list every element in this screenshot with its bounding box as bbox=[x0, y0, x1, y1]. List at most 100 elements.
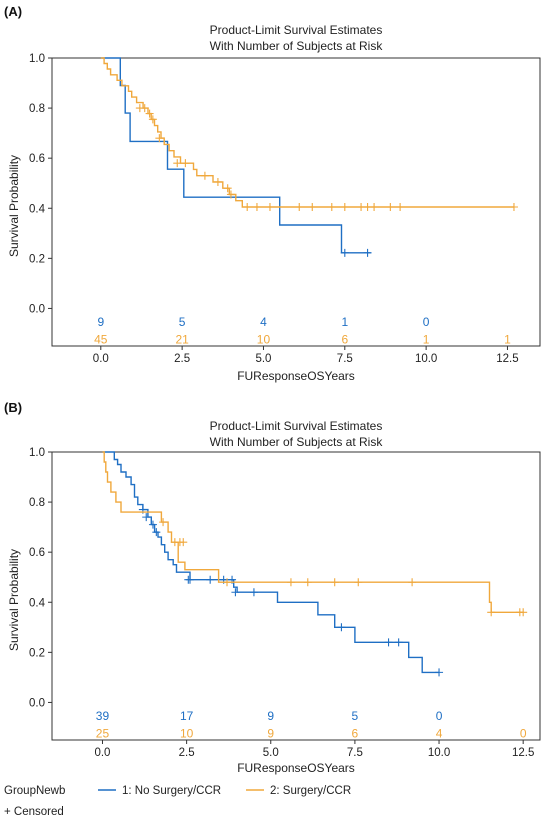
censor-mark bbox=[140, 104, 149, 113]
x-tick-label: 0.0 bbox=[93, 353, 109, 365]
at-risk-count: 9 bbox=[97, 315, 104, 329]
x-tick-label: 5.0 bbox=[255, 353, 271, 365]
censor-mark bbox=[386, 203, 395, 212]
y-tick-label: 0.6 bbox=[29, 547, 45, 559]
censor-mark bbox=[142, 513, 151, 522]
survival-curve-2 bbox=[102, 451, 524, 613]
at-risk-count: 39 bbox=[96, 709, 110, 723]
censor-mark bbox=[519, 608, 528, 617]
at-risk-count: 25 bbox=[96, 727, 110, 741]
y-tick-label: 0.2 bbox=[29, 647, 45, 659]
at-risk-count: 0 bbox=[436, 709, 443, 723]
at-risk-count: 17 bbox=[180, 709, 194, 723]
x-tick-label: 5.0 bbox=[263, 747, 279, 759]
censor-mark bbox=[173, 159, 182, 168]
censor-mark bbox=[148, 115, 157, 124]
y-tick-label: 0.0 bbox=[29, 697, 45, 709]
x-tick-label: 12.5 bbox=[512, 747, 534, 759]
chart-title: Product-Limit Survival Estimates bbox=[210, 419, 383, 433]
at-risk-count: 0 bbox=[520, 727, 527, 741]
censor-mark bbox=[155, 134, 164, 143]
legend-censored: + Censored bbox=[4, 806, 64, 818]
panel-b: (B) Product-Limit Survival Estimates Wit… bbox=[4, 400, 541, 775]
y-tick-label: 0.4 bbox=[29, 203, 46, 215]
y-tick-label: 0.0 bbox=[29, 303, 45, 315]
censor-mark bbox=[337, 623, 346, 632]
censor-mark bbox=[370, 203, 379, 212]
chart-subtitle: With Number of Subjects at Risk bbox=[210, 39, 384, 53]
y-tick-label: 1.0 bbox=[29, 447, 45, 459]
y-tick-label: 0.8 bbox=[29, 497, 45, 509]
legend-title: GroupNewb bbox=[4, 785, 65, 797]
legend-entry-group1: 1: No Surgery/CCR bbox=[122, 785, 221, 797]
x-axis-label: FUResponseOSYears bbox=[237, 761, 355, 775]
censor-mark bbox=[330, 578, 339, 587]
at-risk-count: 10 bbox=[257, 333, 271, 347]
censor-mark bbox=[179, 538, 188, 547]
y-axis-label: Survival Probability bbox=[7, 155, 21, 257]
y-tick-label: 0.8 bbox=[29, 103, 45, 115]
y-axis-label: Survival Probability bbox=[7, 549, 21, 651]
survival-curve-2 bbox=[100, 57, 514, 208]
x-axis-label: FUResponseOSYears bbox=[237, 369, 355, 383]
censor-mark bbox=[206, 575, 215, 584]
censor-mark bbox=[231, 588, 240, 597]
x-tick-label: 0.0 bbox=[94, 747, 110, 759]
x-tick-label: 7.5 bbox=[347, 747, 363, 759]
plot-frame bbox=[51, 57, 541, 347]
censor-mark bbox=[396, 203, 405, 212]
survival-curves bbox=[102, 451, 528, 677]
at-risk-count: 9 bbox=[267, 709, 274, 723]
at-risk-table: 9 5 4 1 045 21 10 6 1 1 bbox=[94, 315, 511, 347]
legend: GroupNewb 1: No Surgery/CCR 2: Surgery/C… bbox=[4, 785, 351, 818]
x-tick-label: 10.0 bbox=[415, 353, 437, 365]
survival-curve-1 bbox=[102, 451, 439, 674]
at-risk-count: 10 bbox=[180, 727, 194, 741]
at-risk-table: 39 17 9 5 0 25 10 9 6 4 0 bbox=[96, 709, 527, 741]
censor-mark bbox=[181, 159, 190, 168]
censor-mark bbox=[185, 575, 194, 584]
x-ticks: 0.0 2.5 5.0 7.5 10.0 12.5 bbox=[93, 346, 519, 365]
censor-mark bbox=[286, 578, 295, 587]
x-tick-label: 2.5 bbox=[174, 353, 190, 365]
censor-mark bbox=[384, 638, 393, 647]
censor-mark bbox=[223, 184, 232, 193]
at-risk-count: 6 bbox=[352, 727, 359, 741]
censor-mark bbox=[159, 518, 168, 527]
censor-mark bbox=[394, 638, 403, 647]
x-tick-label: 7.5 bbox=[337, 353, 353, 365]
at-risk-count: 21 bbox=[175, 333, 189, 347]
censor-mark bbox=[145, 109, 154, 118]
censor-mark bbox=[223, 578, 232, 587]
panel-label: (A) bbox=[4, 4, 22, 19]
censor-mark bbox=[226, 190, 235, 199]
censor-mark bbox=[363, 248, 372, 257]
x-tick-label: 2.5 bbox=[179, 747, 195, 759]
censor-mark bbox=[265, 203, 274, 212]
y-tick-label: 0.4 bbox=[29, 597, 46, 609]
plot-frame bbox=[51, 451, 541, 741]
censor-mark bbox=[509, 203, 518, 212]
survival-curves bbox=[100, 57, 518, 257]
at-risk-count: 4 bbox=[260, 315, 267, 329]
y-tick-label: 0.2 bbox=[29, 253, 45, 265]
censor-mark bbox=[148, 520, 157, 529]
at-risk-count: 6 bbox=[341, 333, 348, 347]
at-risk-count: 5 bbox=[179, 315, 186, 329]
censor-mark bbox=[487, 608, 496, 617]
at-risk-count: 4 bbox=[436, 727, 443, 741]
censor-mark bbox=[303, 578, 312, 587]
censor-mark bbox=[152, 528, 161, 537]
x-ticks: 0.0 2.5 5.0 7.5 10.0 12.5 bbox=[94, 740, 534, 759]
y-ticks: 0.0 0.2 0.4 0.6 0.8 1.0 bbox=[29, 53, 52, 315]
at-risk-count: 5 bbox=[352, 709, 359, 723]
censor-mark bbox=[435, 668, 444, 677]
censor-mark bbox=[327, 203, 336, 212]
panel-label: (B) bbox=[4, 400, 22, 415]
at-risk-count: 1 bbox=[504, 333, 511, 347]
panel-a: (A) Product-Limit Survival Estimates Wit… bbox=[4, 4, 541, 383]
censor-mark bbox=[200, 171, 209, 180]
censor-mark bbox=[340, 203, 349, 212]
at-risk-count: 9 bbox=[267, 727, 274, 741]
